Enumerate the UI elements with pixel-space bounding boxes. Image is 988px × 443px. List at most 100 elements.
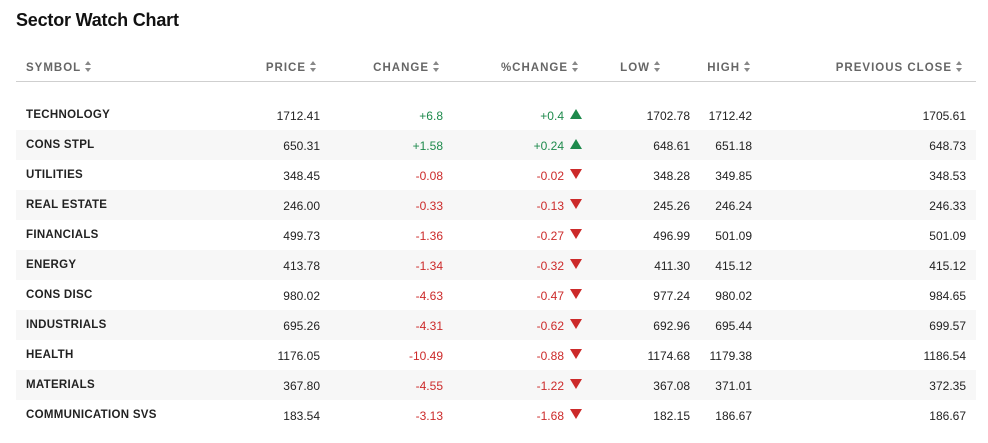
triangle-down-icon [570,169,582,179]
price-value: 980.02 [283,289,320,303]
previous-close-value: 246.33 [929,199,966,213]
low-value: 1174.68 [647,349,691,363]
symbol-link[interactable]: FINANCIALS [26,229,99,241]
pct-change-value: +0.4 [540,109,564,123]
column-header-high[interactable]: HIGH [707,61,750,74]
symbol-link[interactable]: CONS STPL [26,139,95,151]
symbol-link[interactable]: INDUSTRIALS [26,319,107,331]
previous-close-value: 699.57 [929,319,966,333]
column-header-price[interactable]: PRICE [266,61,316,74]
change-value: -4.31 [415,319,443,333]
symbol-link[interactable]: REAL ESTATE [26,199,108,211]
change-value: -1.34 [415,259,443,273]
sort-icon [744,61,750,73]
table-row[interactable]: CONS DISC 980.02 -4.63 -0.47 977.24 980.02 984… [16,280,976,310]
triangle-down-icon [570,199,582,209]
triangle-down-icon [570,409,582,419]
table-row[interactable]: UTILITIES 348.45 -0.08 -0.02 348.28 349.85 348… [16,160,976,190]
previous-close-value: 648.73 [929,139,966,153]
column-header-low[interactable]: LOW [620,61,660,74]
previous-close-value: 984.65 [929,289,966,303]
price-value: 183.54 [283,409,320,423]
low-value: 367.08 [653,379,690,393]
trend-indicator [570,318,582,332]
table-body: TECHNOLOGY 1712.41 +6.8 +0.4 1702.78 1712.42 1… [16,100,976,430]
sort-icon [85,61,92,73]
column-header-label: HIGH [707,62,740,74]
symbol-link[interactable]: MATERIALS [26,379,95,391]
change-value: +6.8 [419,109,443,123]
previous-close-value: 501.09 [929,229,966,243]
price-value: 650.31 [283,139,320,153]
low-value: 411.30 [654,259,690,273]
symbol-link[interactable]: TECHNOLOGY [26,109,111,121]
price-value: 1176.05 [277,349,321,363]
triangle-down-icon [570,379,582,389]
price-value: 246.00 [283,199,320,213]
pct-change-value: -0.02 [536,169,564,183]
symbol-link[interactable]: HEALTH [26,349,74,361]
table-row[interactable]: INDUSTRIALS 695.26 -4.31 -0.62 692.96 695.44 6… [16,310,976,340]
pct-change-value: -0.13 [536,199,564,213]
sort-icon [310,61,316,73]
high-value: 186.67 [715,409,752,423]
column-header-symbol[interactable]: SYMBOL [26,61,92,74]
trend-indicator [570,348,582,362]
price-value: 499.73 [283,229,320,243]
trend-indicator [570,168,582,182]
triangle-up-icon [570,139,582,149]
pct-change-value: -0.62 [536,319,564,333]
change-value: -0.08 [415,169,443,183]
column-header-label: %CHANGE [500,62,568,74]
table-row[interactable]: HEALTH 1176.05 -10.49 -0.88 1174.68 1179.38 11… [16,340,976,370]
pct-change-value: -0.88 [536,349,564,363]
trend-indicator [570,258,582,272]
column-header-pct-change[interactable]: %CHANGE [500,61,578,74]
pct-change-value: -1.68 [536,409,564,423]
symbol-link[interactable]: COMMUNICATION SVS [26,409,157,421]
low-value: 648.61 [653,139,690,153]
high-value: 980.02 [715,289,752,303]
change-value: +1.58 [412,139,443,153]
column-header-previous-close[interactable]: PREVIOUS CLOSE [835,61,962,74]
symbol-link[interactable]: UTILITIES [26,169,84,181]
table-row[interactable]: ENERGY 413.78 -1.34 -0.32 411.30 415.12 415.12 [16,250,976,280]
price-value: 348.45 [283,169,320,183]
table-header: SYMBOL PRICE CHANGE %CHANGE LOW HIGH PRE… [16,56,976,82]
column-header-change[interactable]: CHANGE [373,61,439,74]
previous-close-value: 372.35 [929,379,966,393]
previous-close-value: 1705.61 [922,109,966,123]
low-value: 496.99 [653,229,690,243]
change-value: -4.55 [415,379,443,393]
high-value: 651.18 [715,139,752,153]
table-row[interactable]: CONS STPL 650.31 +1.58 +0.24 648.61 651.18 648… [16,130,976,160]
symbol-link[interactable]: CONS DISC [26,289,93,301]
previous-close-value: 1186.54 [923,349,967,363]
triangle-down-icon [570,319,582,329]
trend-indicator [570,288,582,302]
high-value: 1179.38 [709,349,753,363]
table-row[interactable]: MATERIALS 367.80 -4.55 -1.22 367.08 371.01 372… [16,370,976,400]
symbol-link[interactable]: ENERGY [26,259,77,271]
previous-close-value: 348.53 [929,169,966,183]
high-value: 371.01 [715,379,752,393]
change-value: -3.13 [415,409,443,423]
sort-icon [654,61,660,73]
column-header-label: PREVIOUS CLOSE [835,62,952,74]
change-value: -1.36 [415,229,443,243]
sort-icon [572,61,578,73]
sort-icon [433,61,439,73]
triangle-down-icon [570,349,582,359]
pct-change-value: -0.47 [536,289,564,303]
low-value: 182.15 [653,409,690,423]
price-value: 1712.41 [276,109,320,123]
table-row[interactable]: COMMUNICATION SVS 183.54 -3.13 -1.68 182.15 1… [16,400,976,430]
table-row[interactable]: TECHNOLOGY 1712.41 +6.8 +0.4 1702.78 1712.42 1… [16,100,976,130]
price-value: 367.80 [283,379,320,393]
sector-table: SYMBOL PRICE CHANGE %CHANGE LOW HIGH PRE… [16,56,976,430]
triangle-down-icon [570,289,582,299]
pct-change-value: -0.32 [536,259,564,273]
low-value: 977.24 [653,289,690,303]
table-row[interactable]: REAL ESTATE 246.00 -0.33 -0.13 245.26 246.24 2… [16,190,976,220]
table-row[interactable]: FINANCIALS 499.73 -1.36 -0.27 496.99 501.09 50… [16,220,976,250]
